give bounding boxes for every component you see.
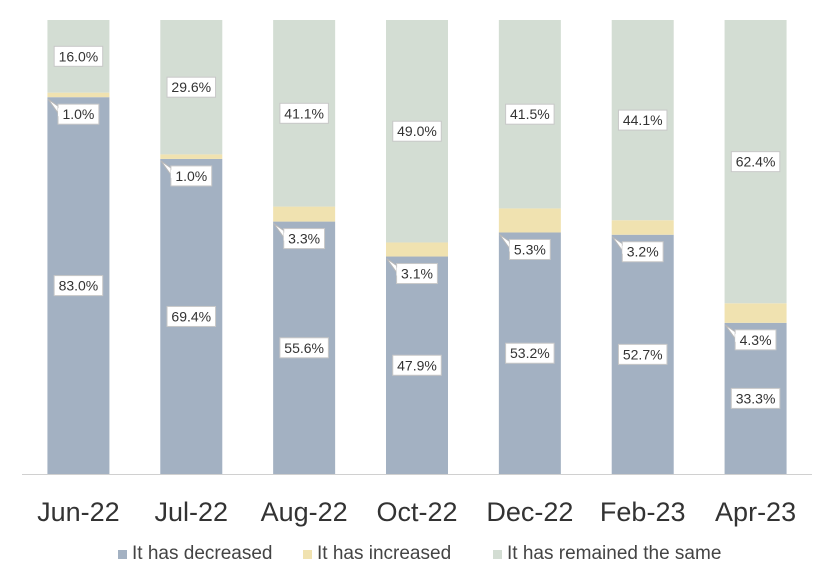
label-background — [53, 275, 104, 297]
data-label: 1.0% — [62, 106, 94, 122]
category-label: Oct-22 — [376, 497, 457, 527]
data-label: 83.0% — [59, 278, 99, 294]
label-background — [392, 354, 442, 376]
data-label-same: 16.0% — [53, 45, 104, 67]
data-label: 3.1% — [401, 266, 433, 282]
data-label: 41.1% — [284, 105, 324, 121]
legend-label: It has increased — [317, 543, 451, 564]
category-label: Aug-22 — [261, 497, 348, 527]
data-label: 4.3% — [740, 332, 772, 348]
label-background — [730, 387, 781, 409]
data-label-increased: 4.3% — [724, 324, 777, 351]
bar-segment — [498, 208, 561, 233]
legend-swatch — [493, 550, 502, 559]
data-labels-group: 83.0% 1.0% 16.0% 69.4% 1.0% 29.6% 55.6% 3.3% 41.… — [47, 45, 781, 409]
category-label: Dec-22 — [486, 497, 573, 527]
data-label-decreased: 33.3% — [730, 387, 781, 409]
data-label-same: 41.1% — [279, 102, 329, 124]
bars-group — [47, 20, 787, 475]
legend: It has decreased It has increased It has r… — [118, 543, 721, 564]
data-label: 53.2% — [510, 345, 550, 361]
legend-swatch — [118, 550, 127, 559]
data-label: 44.1% — [623, 112, 663, 128]
data-label: 3.2% — [627, 244, 659, 260]
label-background — [617, 343, 668, 365]
bar-segment — [47, 92, 110, 98]
data-label-decreased: 69.4% — [166, 305, 217, 327]
data-label-same: 44.1% — [617, 109, 668, 131]
data-label-decreased: 52.7% — [617, 343, 668, 365]
data-label: 16.0% — [59, 48, 99, 64]
data-label: 49.0% — [397, 123, 437, 139]
data-label-increased: 5.3% — [499, 234, 551, 260]
label-background — [279, 102, 329, 124]
data-label-increased: 3.3% — [273, 223, 326, 250]
data-label-same: 41.5% — [505, 103, 555, 125]
label-background — [505, 103, 555, 125]
category-label: Jun-22 — [37, 497, 120, 527]
data-label-increased: 3.1% — [386, 258, 438, 285]
data-label: 69.4% — [171, 308, 211, 324]
bar-segment — [386, 242, 448, 257]
data-label: 55.6% — [284, 340, 324, 356]
data-label: 29.6% — [171, 79, 211, 95]
data-label: 41.5% — [510, 106, 550, 122]
category-label: Jul-22 — [155, 497, 229, 527]
label-background — [392, 120, 442, 142]
legend-swatch — [303, 550, 312, 559]
data-label: 5.3% — [514, 241, 546, 257]
bar-segment — [611, 220, 674, 235]
data-label: 62.4% — [736, 154, 776, 170]
category-label: Apr-23 — [715, 497, 796, 527]
bar-segment — [273, 206, 336, 222]
legend-label: It has remained the same — [507, 543, 721, 564]
data-label-increased: 1.0% — [47, 98, 100, 125]
label-background — [166, 305, 217, 327]
data-label-same: 62.4% — [730, 151, 781, 173]
label-background — [730, 151, 781, 173]
data-label-same: 49.0% — [392, 120, 442, 142]
label-background — [505, 342, 555, 364]
data-label: 33.3% — [736, 390, 776, 406]
legend-label: It has decreased — [132, 543, 272, 564]
bar-segment — [160, 154, 223, 159]
label-background — [617, 109, 668, 131]
bar-segment — [724, 303, 787, 323]
data-label-decreased: 47.9% — [392, 354, 442, 376]
data-label-decreased: 53.2% — [505, 342, 555, 364]
data-label-same: 29.6% — [166, 76, 217, 98]
data-label: 47.9% — [397, 357, 437, 373]
data-label: 52.7% — [623, 346, 663, 362]
category-label: Feb-23 — [600, 497, 686, 527]
label-background — [279, 337, 329, 359]
data-label-decreased: 55.6% — [279, 337, 329, 359]
label-background — [53, 45, 104, 67]
data-label-increased: 3.2% — [611, 236, 664, 263]
data-label-decreased: 83.0% — [53, 275, 104, 297]
label-background — [166, 76, 217, 98]
data-label: 1.0% — [175, 168, 207, 184]
data-label-increased: 1.0% — [160, 160, 213, 187]
data-label: 3.3% — [288, 231, 320, 247]
